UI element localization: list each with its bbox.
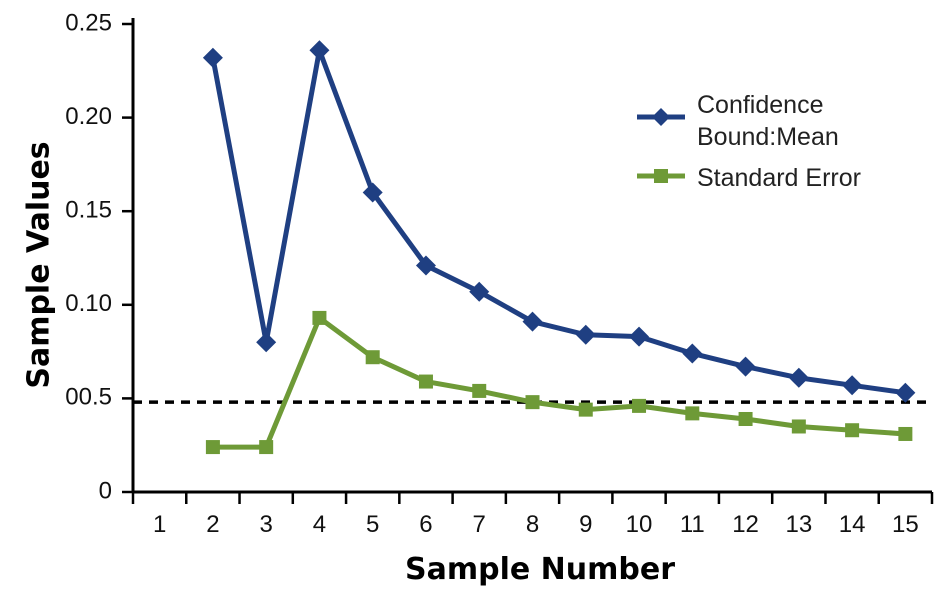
data-point-square	[578, 402, 593, 417]
x-axis: 1 2 3 4 5 6 7 8 9 10 11 12 13 14 15	[131, 490, 934, 538]
data-point-square	[259, 440, 274, 455]
data-point-square	[418, 374, 433, 389]
data-point-square	[845, 423, 860, 438]
x-tick-label: 13	[785, 511, 812, 538]
data-point-square	[898, 426, 913, 441]
data-point-diamond	[415, 255, 436, 276]
x-tick-label: 10	[626, 511, 653, 538]
data-point-square	[632, 398, 647, 413]
y-tick-label: 0.15	[65, 197, 112, 224]
x-tick-label: 3	[259, 511, 272, 538]
legend-label-line-1: Confidence	[697, 91, 823, 119]
y-tick-label: 0.25	[65, 9, 112, 36]
series-layer	[202, 40, 916, 455]
data-point-diamond	[895, 382, 916, 403]
data-point-diamond	[788, 367, 809, 388]
data-point-diamond	[629, 326, 650, 347]
data-point-square	[791, 419, 806, 434]
y-axis-title: Sample Values	[22, 141, 57, 388]
legend-diamond-icon	[652, 108, 670, 126]
legend-label-line-2: Bound:Mean	[697, 123, 839, 151]
x-tick-label: 7	[473, 511, 486, 538]
y-axis-ticks: 0 00.5 0.10 0.15 0.20 0.25	[65, 9, 133, 504]
x-tick-label: 6	[419, 511, 432, 538]
data-point-diamond	[682, 343, 703, 364]
x-tick-label: 8	[526, 511, 539, 538]
legend-label: Standard Error	[697, 164, 861, 192]
series-line	[212, 315, 906, 450]
data-point-diamond	[735, 356, 756, 377]
x-tick-label: 11	[680, 511, 705, 538]
data-point-diamond	[202, 47, 223, 68]
data-point-diamond	[362, 182, 383, 203]
y-axis: 0 00.5 0.10 0.15 0.20 0.25	[65, 9, 135, 504]
x-tick-label: 12	[732, 511, 759, 538]
data-point-diamond	[575, 324, 596, 345]
x-tick-label: 15	[892, 511, 919, 538]
data-point-square	[312, 310, 327, 325]
x-tick-label: 9	[579, 511, 592, 538]
x-axis-ticks: 1 2 3 4 5 6 7 8 9 10 11 12 13 14 15	[131, 492, 934, 538]
legend-item-confidence-bound: Confidence Bound:Mean	[637, 91, 839, 151]
x-axis-title: Sample Number	[405, 552, 675, 587]
x-tick-label: 2	[206, 511, 219, 538]
y-tick-label: 0	[99, 477, 112, 504]
legend-item-standard-error: Standard Error	[637, 164, 861, 192]
x-tick-label: 4	[313, 511, 326, 538]
data-point-square	[685, 406, 700, 421]
data-point-diamond	[309, 40, 330, 61]
x-tick-label: 14	[839, 511, 866, 538]
legend-square-icon	[654, 169, 668, 183]
x-tick-label: 1	[153, 511, 166, 538]
data-point-square	[472, 383, 487, 398]
series-standard-error	[205, 310, 913, 455]
data-point-square	[525, 395, 540, 410]
y-tick-label: 0.10	[65, 290, 112, 317]
series-confidence-bound	[202, 40, 916, 403]
data-point-diamond	[842, 375, 863, 396]
x-tick-label: 5	[366, 511, 379, 538]
series-line	[210, 47, 906, 396]
data-point-square	[205, 440, 220, 455]
y-tick-label: 00.5	[65, 384, 112, 411]
data-point-diamond	[469, 281, 490, 302]
data-point-diamond	[256, 332, 277, 353]
legend: Confidence Bound:Mean Standard Error	[637, 91, 861, 192]
data-point-square	[738, 411, 753, 426]
y-tick-label: 0.20	[65, 103, 112, 130]
data-point-diamond	[522, 311, 543, 332]
data-point-square	[365, 350, 380, 365]
